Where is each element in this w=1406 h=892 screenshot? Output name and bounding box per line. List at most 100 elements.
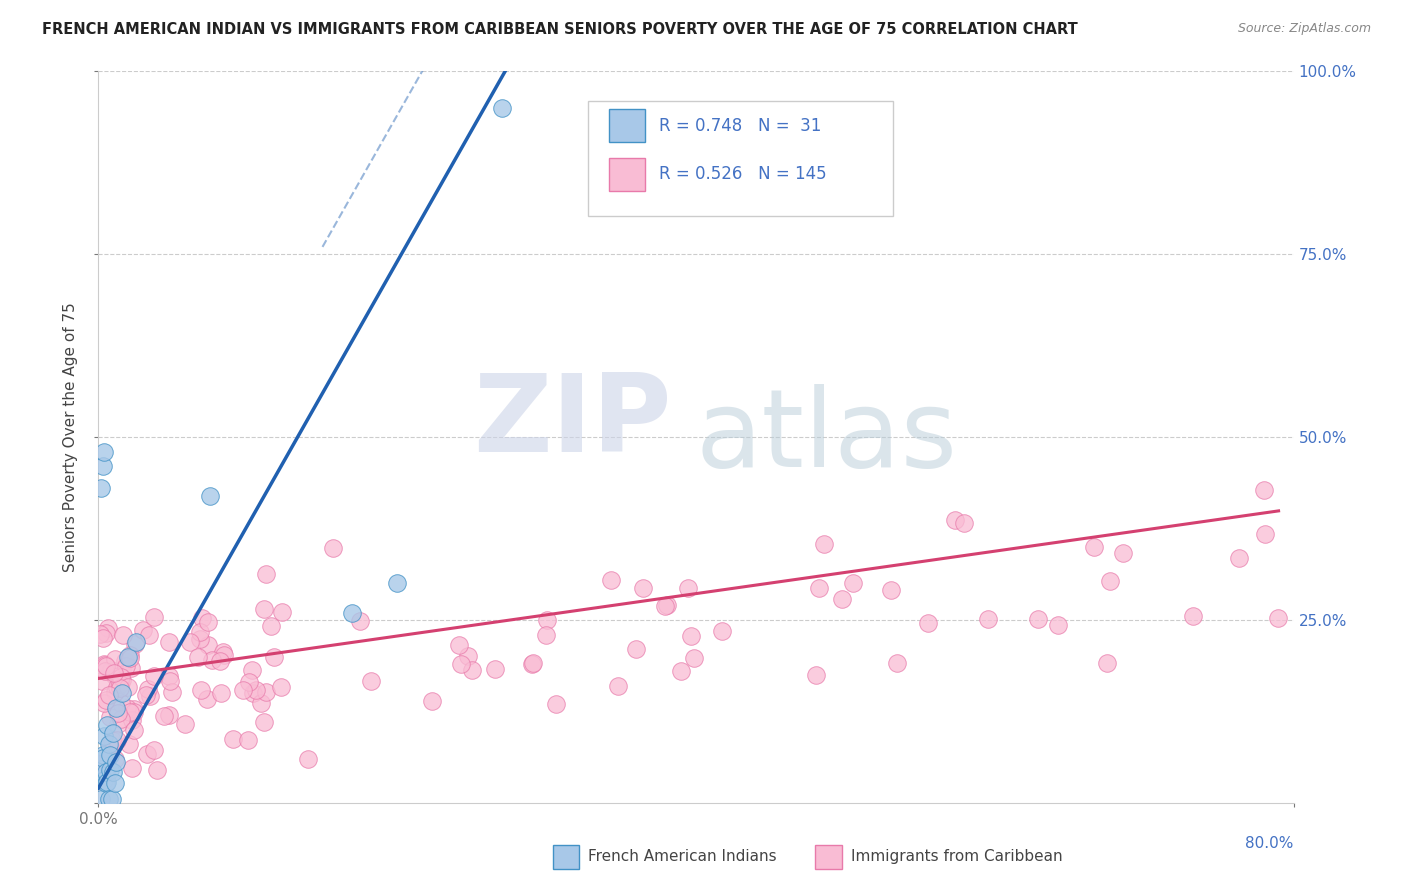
Point xyxy=(322,541,344,556)
Point xyxy=(254,567,277,582)
Point xyxy=(1083,541,1105,555)
Text: French American Indians: French American Indians xyxy=(589,849,778,864)
Point xyxy=(104,685,127,699)
Point xyxy=(447,638,470,652)
Point xyxy=(110,696,132,710)
Point xyxy=(110,712,132,726)
Point xyxy=(98,664,121,678)
Point xyxy=(91,631,114,645)
Point xyxy=(98,763,122,777)
Point xyxy=(143,743,166,757)
Point xyxy=(117,680,139,694)
Point xyxy=(679,629,702,643)
Point xyxy=(125,635,148,649)
Point xyxy=(108,676,131,690)
Point xyxy=(831,591,853,606)
Point xyxy=(94,776,117,790)
Point xyxy=(599,573,621,587)
Point xyxy=(114,659,136,673)
Point xyxy=(120,661,142,675)
Point xyxy=(1181,609,1204,624)
Point xyxy=(270,680,292,694)
Point xyxy=(90,481,112,495)
Point xyxy=(544,697,567,711)
Point xyxy=(107,706,129,720)
Point xyxy=(157,635,180,649)
Point xyxy=(93,657,115,671)
Point xyxy=(117,701,139,715)
Point xyxy=(253,714,276,729)
Point xyxy=(201,653,224,667)
Point xyxy=(90,792,112,806)
Point xyxy=(197,639,219,653)
Point xyxy=(522,657,544,672)
Point xyxy=(222,732,245,747)
Point xyxy=(806,668,828,682)
Point xyxy=(118,737,141,751)
Point xyxy=(94,626,117,640)
Point xyxy=(142,610,165,624)
Point xyxy=(678,581,700,595)
Point xyxy=(188,632,211,647)
Point xyxy=(103,666,125,681)
Point xyxy=(94,764,117,779)
Point xyxy=(114,654,136,668)
Text: 80.0%: 80.0% xyxy=(1246,836,1294,851)
Point xyxy=(238,675,260,690)
Point xyxy=(536,613,558,627)
Point xyxy=(100,710,122,724)
Point xyxy=(460,663,482,677)
Point xyxy=(97,792,120,806)
Point xyxy=(813,537,835,551)
Point xyxy=(450,657,472,672)
Point xyxy=(710,624,733,639)
FancyBboxPatch shape xyxy=(589,101,893,216)
Point xyxy=(253,601,276,615)
Point xyxy=(606,679,628,693)
Text: ZIP: ZIP xyxy=(474,369,672,475)
Point xyxy=(111,673,134,687)
Point xyxy=(270,605,292,619)
Point xyxy=(96,717,118,731)
Point xyxy=(209,654,232,668)
Text: atlas: atlas xyxy=(696,384,957,490)
Point xyxy=(209,686,232,700)
Point xyxy=(97,621,120,635)
Point xyxy=(89,627,111,641)
Point xyxy=(110,669,132,683)
Point xyxy=(122,702,145,716)
Point xyxy=(100,663,122,677)
Point xyxy=(349,614,371,628)
Point xyxy=(93,729,115,743)
Point xyxy=(105,680,128,694)
Point xyxy=(160,685,183,699)
Point xyxy=(105,732,128,747)
Point xyxy=(124,637,146,651)
Point xyxy=(360,673,382,688)
Point xyxy=(420,694,443,708)
Point xyxy=(682,650,704,665)
Point xyxy=(953,516,976,531)
Point xyxy=(179,634,201,648)
Point xyxy=(1026,612,1049,626)
Point xyxy=(240,663,263,677)
Point xyxy=(93,664,115,678)
Point xyxy=(655,599,678,613)
Point xyxy=(121,713,143,727)
Point xyxy=(112,628,135,642)
Point xyxy=(97,738,120,752)
Point xyxy=(191,611,214,625)
Point xyxy=(105,755,128,769)
Point xyxy=(93,773,115,788)
Point xyxy=(103,765,125,780)
Point xyxy=(122,705,145,719)
Point xyxy=(91,673,114,688)
Point xyxy=(136,682,159,697)
Point xyxy=(297,752,319,766)
Point xyxy=(1098,574,1121,588)
Text: FRENCH AMERICAN INDIAN VS IMMIGRANTS FROM CARIBBEAN SENIORS POVERTY OVER THE AGE: FRENCH AMERICAN INDIAN VS IMMIGRANTS FRO… xyxy=(42,22,1078,37)
Bar xyxy=(609,158,644,191)
Point xyxy=(122,723,145,737)
Point xyxy=(242,686,264,700)
Point xyxy=(157,707,180,722)
